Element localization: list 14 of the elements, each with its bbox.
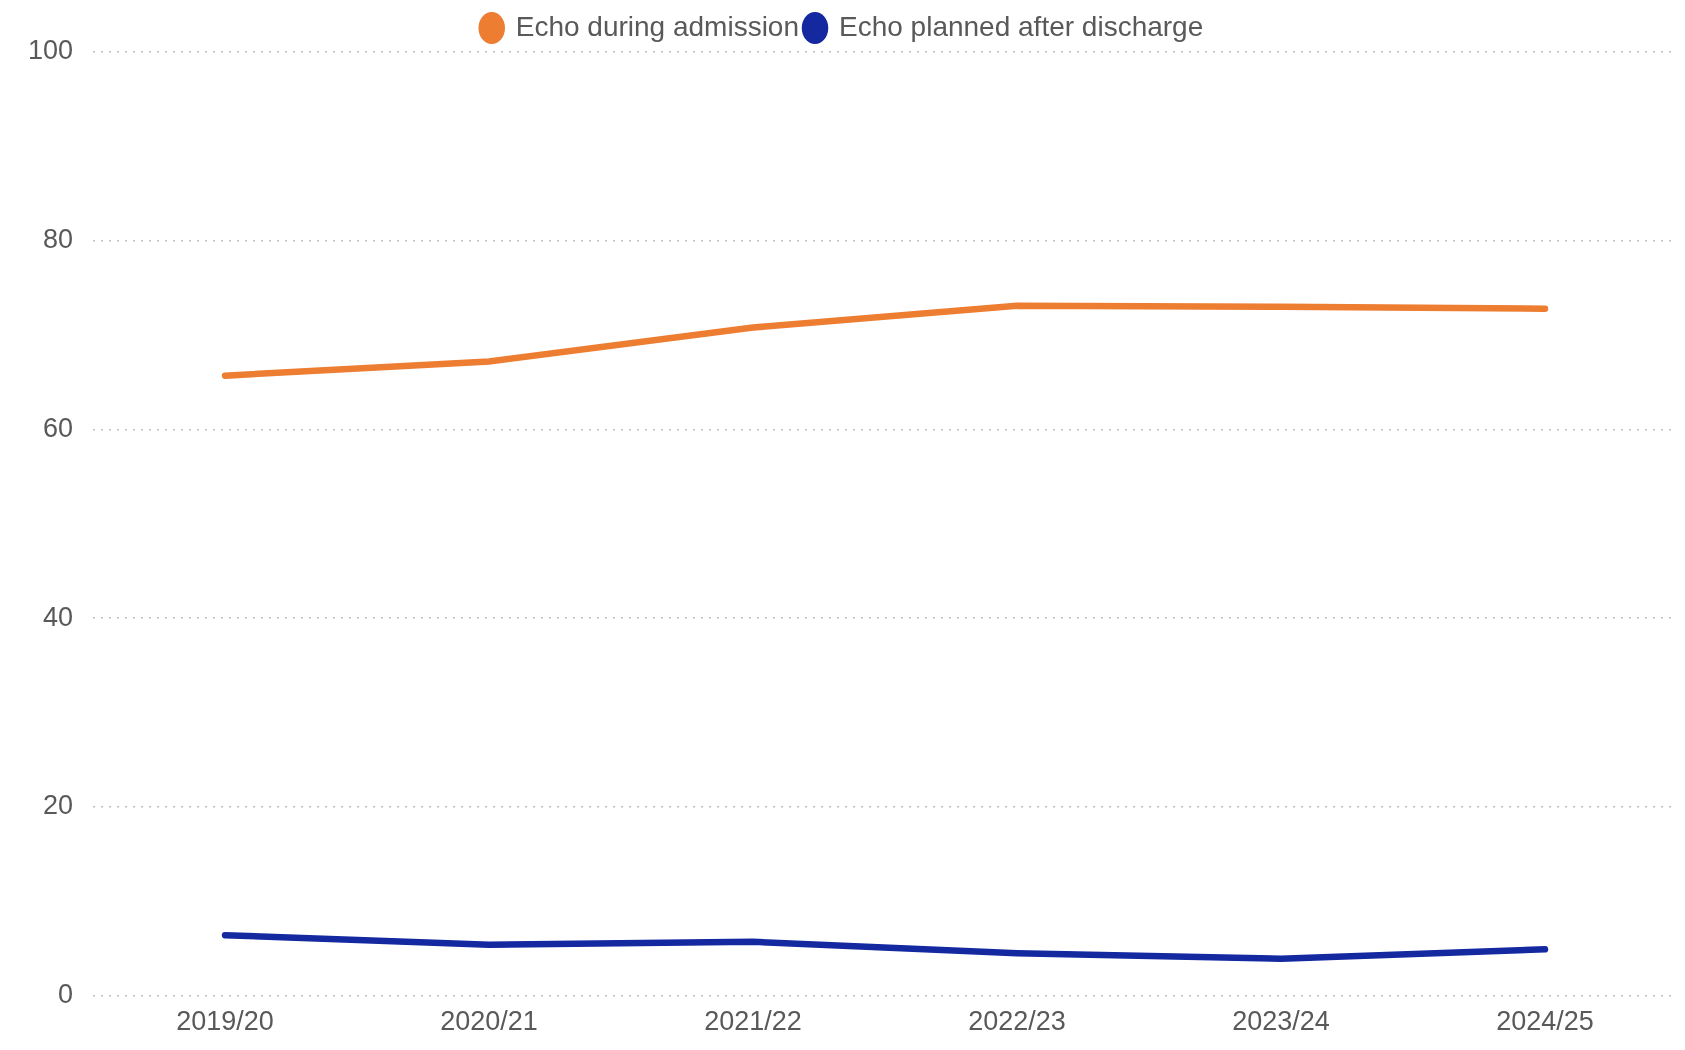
x-tick-label: 2019/20: [176, 1006, 274, 1037]
y-tick-label: 20: [43, 790, 74, 821]
y-tick-label: 0: [58, 979, 74, 1010]
x-tick-label: 2022/23: [968, 1006, 1066, 1037]
y-tick-label: 100: [27, 35, 74, 66]
legend-label: Echo planned after discharge: [839, 10, 1204, 42]
x-tick-label: 2020/21: [440, 1006, 538, 1037]
y-tick-label: 80: [43, 224, 74, 255]
x-tick-label: 2024/25: [1496, 1006, 1594, 1037]
x-tick-label: 2023/24: [1232, 1006, 1330, 1037]
legend-label: Echo during admission: [515, 10, 800, 42]
x-tick-label: 2021/22: [704, 1006, 802, 1037]
y-tick-label: 60: [43, 412, 74, 443]
y-tick-label: 40: [43, 601, 74, 632]
